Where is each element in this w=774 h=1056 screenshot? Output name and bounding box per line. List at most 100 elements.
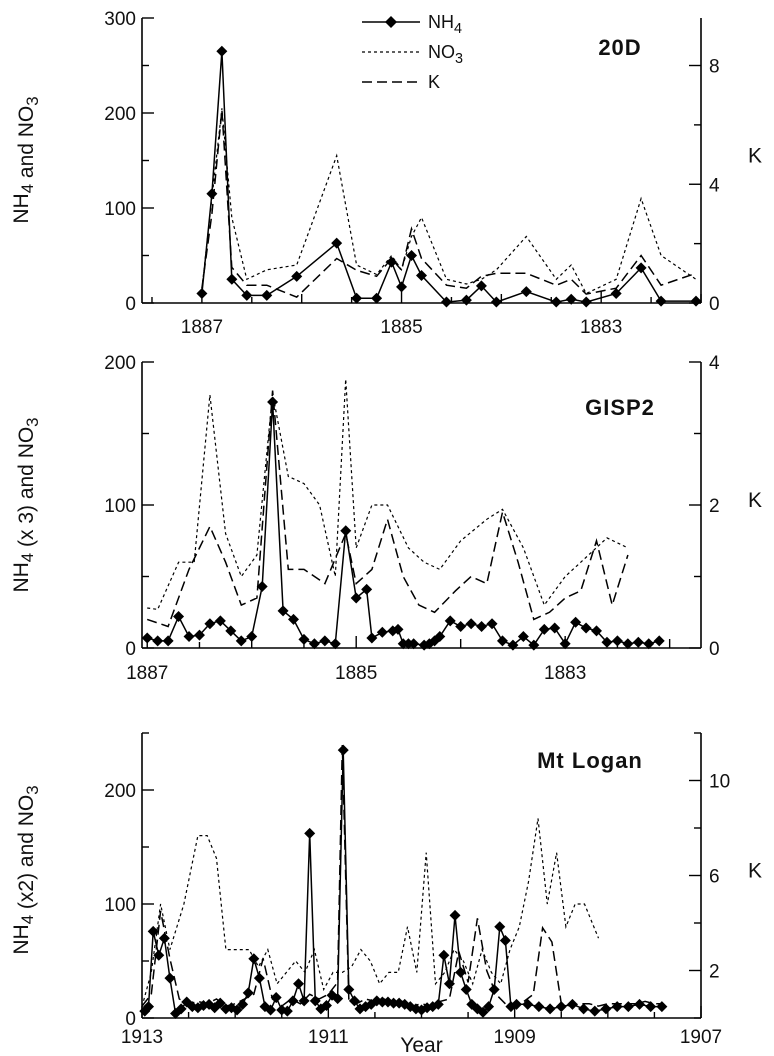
nh4-point xyxy=(164,972,176,984)
nh4-point xyxy=(511,998,523,1010)
right-tick-label: 4 xyxy=(709,175,720,196)
nh4-point xyxy=(196,288,208,299)
nh4-point xyxy=(287,995,299,1007)
nh4-point xyxy=(440,296,452,308)
nh4-point xyxy=(544,1003,556,1015)
x-tick-label: 1909 xyxy=(494,1027,536,1048)
series-line-nh4 xyxy=(147,401,660,647)
nh4-point xyxy=(455,966,467,978)
left-tick-label: 100 xyxy=(104,496,136,517)
legend-label-nh4: NH4 xyxy=(428,12,462,37)
nh4-point xyxy=(309,995,321,1007)
nh4-point xyxy=(304,827,316,839)
panel-title: GISP2 xyxy=(585,395,655,420)
nh4-point xyxy=(483,1001,495,1013)
nh4-point xyxy=(460,294,472,306)
series-line-nh4 xyxy=(144,750,662,1015)
nh4-point xyxy=(241,289,253,301)
nh4-point xyxy=(376,996,388,1008)
nh4-point xyxy=(580,296,592,308)
series-line-k xyxy=(141,744,664,1008)
nh4-point xyxy=(477,1006,489,1018)
nh4-point xyxy=(242,987,254,999)
x-tick-label: 1887 xyxy=(126,663,168,684)
nh4-point xyxy=(214,997,226,1009)
nh4-point xyxy=(611,635,623,647)
nh4-point xyxy=(350,592,362,604)
x-tick-label: 1883 xyxy=(544,663,586,684)
x-tick-label: 1885 xyxy=(380,317,422,338)
nh4-point xyxy=(580,622,592,634)
x-tick-label: 1911 xyxy=(308,1027,349,1048)
x-tick-label: 1883 xyxy=(580,317,622,338)
nh4-point xyxy=(320,999,332,1011)
nh4-point xyxy=(143,1001,155,1013)
nh4-point xyxy=(396,281,408,293)
nh4-point xyxy=(622,638,634,650)
legend-label-k: K xyxy=(428,72,440,92)
nh4-point xyxy=(206,188,218,200)
nh4-point xyxy=(366,632,378,644)
left-tick-label: 100 xyxy=(104,199,136,220)
nh4-point xyxy=(490,296,502,308)
nh4-point xyxy=(332,993,344,1005)
nh4-point xyxy=(153,949,165,961)
y-axis-title-left: NH4 (x2) and NO3 xyxy=(10,785,42,954)
nh4-point xyxy=(656,1001,668,1013)
nh4-point xyxy=(486,618,498,630)
nh4-point xyxy=(162,635,174,647)
nh4-point xyxy=(488,984,500,995)
nh4-point xyxy=(231,1004,243,1016)
nh4-point xyxy=(555,1001,567,1013)
nh4-point xyxy=(298,995,310,1007)
nh4-point xyxy=(565,293,577,305)
nh4-point xyxy=(432,998,444,1010)
y-axis-title-right: K xyxy=(748,489,762,512)
x-tick-label: 1907 xyxy=(680,1027,722,1048)
nh4-point xyxy=(408,638,420,650)
nh4-point xyxy=(216,45,228,57)
nh4-point xyxy=(386,256,398,268)
nh4-point xyxy=(376,626,388,638)
x-axis-title: Year xyxy=(400,1034,442,1056)
nh4-point xyxy=(248,953,260,965)
nh4-point xyxy=(256,581,268,593)
nh4-point xyxy=(329,638,341,650)
nh4-point xyxy=(277,605,289,617)
nh4-point xyxy=(653,635,665,647)
nh4-point xyxy=(578,1003,590,1015)
nh4-point xyxy=(449,909,461,921)
left-tick-label: 100 xyxy=(104,895,136,916)
nh4-point xyxy=(193,629,205,641)
nh4-point xyxy=(291,270,303,282)
nh4-point xyxy=(246,631,258,643)
nh4-point xyxy=(634,998,646,1010)
left-tick-label: 0 xyxy=(125,1009,136,1030)
nh4-point xyxy=(444,615,456,627)
nh4-point xyxy=(570,616,582,628)
nh4-point xyxy=(261,289,273,301)
nh4-point xyxy=(655,295,667,307)
nh4-point xyxy=(533,1001,545,1013)
x-tick-label: 1887 xyxy=(181,317,223,338)
nh4-point xyxy=(600,1003,612,1015)
legend-label-no3: NO3 xyxy=(428,42,463,67)
nh4-point xyxy=(173,611,185,623)
right-tick-label: 8 xyxy=(709,57,720,78)
nh4-point xyxy=(331,237,343,249)
y-axis-title-right: K xyxy=(748,860,762,883)
nh4-point xyxy=(522,998,534,1010)
series-line-nh4 xyxy=(201,51,696,303)
nh4-point xyxy=(371,292,383,304)
nh4-point xyxy=(298,633,310,645)
panel-0: 0 100 200 300 0 4 8 1887 1885 1883 NH4 and NO3 K 20D… xyxy=(10,9,762,338)
nh4-point xyxy=(158,932,170,944)
nh4-point xyxy=(340,525,352,537)
nh4-point xyxy=(549,622,561,634)
nh4-point xyxy=(601,636,613,648)
left-tick-label: 0 xyxy=(125,294,136,315)
nh4-point xyxy=(147,925,159,937)
nh4-point xyxy=(566,998,578,1010)
right-tick-label: 2 xyxy=(709,962,720,983)
nh4-point xyxy=(265,1004,277,1016)
